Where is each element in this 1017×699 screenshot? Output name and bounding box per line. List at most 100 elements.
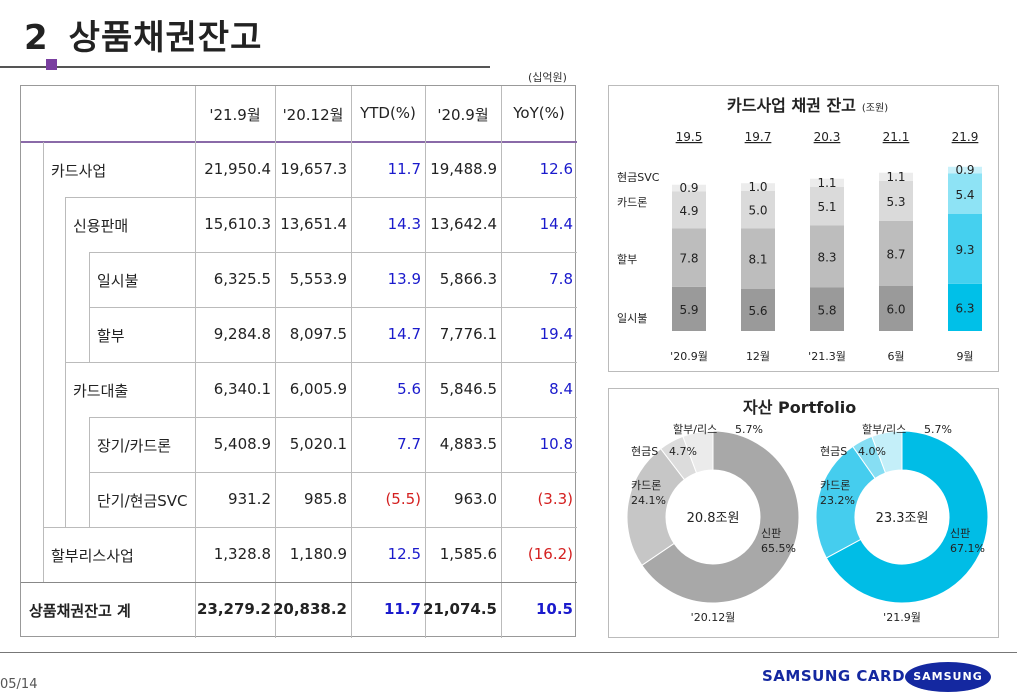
bar-segment — [672, 228, 706, 287]
bar-value-label: 9.3 — [955, 243, 974, 257]
bar-value-label: 1.0 — [748, 180, 767, 194]
table-cell: 10.5 — [535, 600, 573, 618]
bar-segment — [948, 283, 982, 331]
series-label: 카드론 — [617, 196, 647, 209]
bar-segment — [948, 166, 982, 174]
card-chart-title: 카드사업 채권 잔고 (조원) — [727, 92, 888, 116]
bar-segment — [672, 184, 706, 192]
table-cell: 14.4 — [539, 215, 573, 233]
bar-value-label: 0.9 — [955, 163, 974, 177]
table-cell: 1,180.9 — [289, 545, 347, 563]
slice-value-label: 65.5% — [761, 542, 796, 555]
table-cell: 13,642.4 — [430, 215, 497, 233]
tree-guide — [65, 197, 66, 527]
bar-value-label: 5.1 — [817, 200, 836, 214]
x-tick-label: '20.9월 — [670, 350, 708, 363]
bar-value-label: 5.0 — [748, 204, 767, 218]
table-cell: 12.6 — [539, 160, 573, 178]
donut-slice — [825, 430, 989, 604]
slice-value-label: 24.1% — [631, 494, 666, 507]
table-cell: 13,651.4 — [280, 215, 347, 233]
x-tick-label: 12월 — [746, 350, 770, 363]
table-cell: 4,883.5 — [439, 435, 497, 453]
slice-value-label: 5.7% — [735, 423, 763, 436]
table-row-divider — [89, 307, 577, 308]
slice-name-label: 신판 — [761, 527, 781, 540]
table-cell: (3.3) — [537, 490, 573, 508]
table-row-label: 일시불 — [97, 272, 139, 290]
bar-value-label: 8.7 — [886, 247, 905, 261]
bar-segment — [741, 228, 775, 289]
page-title: 2 상품채권잔고 — [24, 10, 262, 59]
bar-value-label: 0.9 — [679, 181, 698, 195]
table-row-label: 신용판매 — [73, 217, 129, 235]
bar-segment — [810, 287, 844, 331]
table-cell: 14.7 — [387, 325, 421, 343]
slice-name-label: 현금S — [820, 445, 847, 458]
table-cell: 8,097.5 — [289, 325, 347, 343]
bar-segment — [741, 190, 775, 229]
bar-value-label: 1.1 — [817, 176, 836, 190]
series-label: 할부 — [617, 253, 637, 266]
balance-table: '21.9월 '20.12월 YTD(%) '20.9월 YoY(%) 카드사업 21,95… — [20, 85, 577, 638]
brand-name: SAMSUNG CARD — [762, 667, 906, 685]
slice-name-label: 현금S — [631, 445, 658, 458]
table-cell: 1,585.6 — [439, 545, 497, 563]
table-unit: (십억원) — [528, 71, 567, 84]
table-cell: 19,488.9 — [430, 160, 497, 178]
bar-segment — [948, 173, 982, 214]
table-cell: 5.6 — [397, 380, 421, 398]
table-cell: 20,838.2 — [272, 600, 347, 618]
bar-value-label: 7.8 — [679, 252, 698, 266]
title-accent-square — [46, 59, 57, 70]
table-cell: 5,553.9 — [289, 270, 347, 288]
bar-segment — [810, 178, 844, 187]
series-label: 현금SVC — [617, 171, 660, 184]
bar-segment — [879, 181, 913, 221]
table-header-cell: YoY(%) — [513, 104, 565, 122]
table-cell: 8.4 — [549, 380, 573, 398]
donut-slice — [815, 445, 876, 559]
table-row-divider — [89, 252, 577, 253]
card-chart-panel: 카드사업 채권 잔고 (조원) 5.9 7.8 4.9 0.9 19.5 '20.9월 5.6… — [608, 85, 999, 372]
table-row-label: 상품채권잔고 계 — [29, 602, 131, 620]
tree-guide — [89, 417, 90, 527]
table-cell: 5,846.5 — [439, 380, 497, 398]
section-title: 상품채권잔고 — [68, 18, 263, 58]
slice-name-label: 카드론 — [631, 479, 661, 492]
card-chart-title-text: 카드사업 채권 잔고 — [727, 96, 856, 115]
slice-name-label: 할부/리스 — [862, 423, 906, 436]
bar-total-label: 19.5 — [676, 130, 703, 144]
bar-value-label: 5.8 — [817, 303, 836, 317]
bar-value-label: 8.1 — [748, 253, 767, 267]
table-cell: 15,610.3 — [204, 215, 271, 233]
bar-segment — [879, 286, 913, 331]
table-cell: 19,657.3 — [280, 160, 347, 178]
bar-value-label: 5.4 — [955, 188, 974, 202]
bar-segment — [672, 191, 706, 229]
bar-value-label: 8.3 — [817, 250, 836, 264]
table-cell: 5,866.3 — [439, 270, 497, 288]
table-row-label: 카드대출 — [73, 382, 129, 400]
table-cell: 23,279.2 — [196, 600, 271, 618]
x-tick-label: 9월 — [956, 350, 973, 363]
bar-segment — [741, 289, 775, 331]
tree-guide — [89, 252, 90, 362]
table-header-cell: YTD(%) — [360, 104, 416, 122]
table-row-label: 할부 — [97, 327, 125, 345]
slice-value-label: 4.0% — [858, 445, 886, 458]
slice-name-label: 신판 — [950, 527, 970, 540]
portfolio-donut-charts: 20.8조원 '20.12월 신판 65.5% 카드론 24.1% 현금S 4.7% 할부/리… — [626, 423, 989, 624]
table-cell: 9,284.8 — [213, 325, 271, 343]
table-row-divider — [43, 527, 577, 528]
section-number: 2 — [24, 18, 49, 58]
slice-name-label: 할부/리스 — [673, 423, 717, 436]
slice-value-label: 4.7% — [669, 445, 697, 458]
bar-segment — [672, 286, 706, 331]
table-header-divider — [21, 141, 577, 143]
bar-segment — [948, 214, 982, 284]
table-row-label: 장기/카드론 — [97, 437, 172, 455]
donut-period-label: '21.9월 — [883, 611, 921, 624]
bar-total-label: 21.1 — [883, 130, 910, 144]
bar-value-label: 6.3 — [955, 301, 974, 315]
